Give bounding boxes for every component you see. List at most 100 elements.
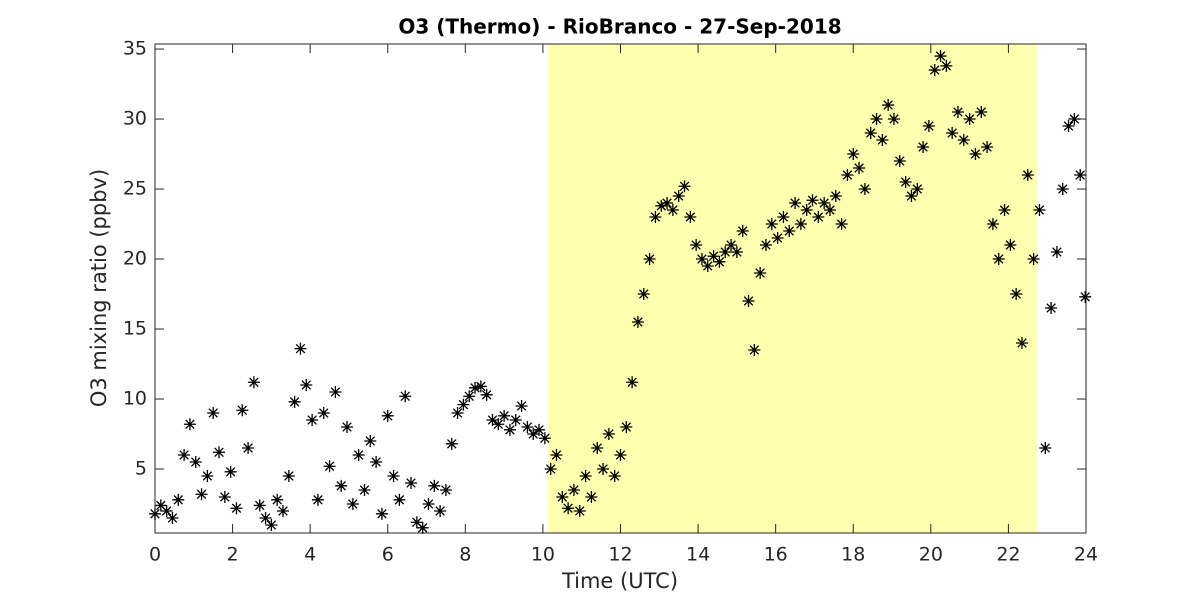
data-point <box>434 505 447 518</box>
x-tick-label: 10 <box>531 544 555 566</box>
data-point <box>224 465 237 478</box>
data-point <box>463 390 476 403</box>
data-point <box>480 388 493 401</box>
x-tick-label: 2 <box>227 544 239 566</box>
data-point <box>544 463 557 476</box>
data-point <box>207 407 220 420</box>
data-point <box>527 428 540 441</box>
data-point <box>1056 183 1069 196</box>
data-point <box>405 477 418 490</box>
data-point <box>666 204 679 217</box>
data-point <box>655 199 668 212</box>
y-tick-label: 20 <box>123 248 147 270</box>
data-point <box>853 162 866 175</box>
data-point <box>701 260 714 273</box>
data-point <box>637 288 650 301</box>
data-point <box>695 253 708 266</box>
data-point <box>707 250 720 263</box>
data-point <box>247 376 260 389</box>
data-point <box>1015 337 1028 350</box>
data-point <box>375 507 388 520</box>
data-point <box>1004 239 1017 252</box>
data-point <box>515 400 528 413</box>
data-point <box>428 479 441 492</box>
x-tick-label: 16 <box>764 544 788 566</box>
data-point <box>422 498 435 511</box>
data-point <box>277 505 290 518</box>
data-point <box>1021 169 1034 182</box>
data-point <box>725 239 738 252</box>
data-point <box>556 491 569 504</box>
data-point <box>864 127 877 140</box>
data-point <box>771 232 784 245</box>
data-point <box>533 423 546 436</box>
data-point <box>1062 120 1075 133</box>
data-point <box>690 239 703 252</box>
data-point <box>841 169 854 182</box>
data-point <box>329 386 342 399</box>
data-point <box>602 428 615 441</box>
data-point <box>399 390 412 403</box>
data-point <box>469 381 482 394</box>
x-tick-label: 0 <box>149 544 161 566</box>
x-tick-label: 4 <box>304 544 316 566</box>
data-point <box>620 421 633 434</box>
data-point <box>1010 288 1023 301</box>
data-point <box>876 134 889 147</box>
data-point <box>608 470 621 483</box>
data-point <box>370 456 383 469</box>
data-point <box>806 194 819 207</box>
data-point <box>928 64 941 77</box>
data-point <box>672 190 685 203</box>
data-point <box>789 197 802 210</box>
data-point <box>911 183 924 196</box>
data-point <box>265 519 278 532</box>
data-point <box>288 395 301 408</box>
y-tick-label: 15 <box>123 318 147 340</box>
data-point <box>1079 290 1092 303</box>
data-point <box>893 155 906 168</box>
data-point <box>393 493 406 506</box>
data-point <box>306 414 319 427</box>
data-point <box>1074 169 1087 182</box>
y-tick-label: 5 <box>135 458 147 480</box>
data-point <box>416 521 429 534</box>
data-point <box>957 134 970 147</box>
data-point <box>282 470 295 483</box>
data-point <box>457 398 470 411</box>
data-point <box>253 499 266 512</box>
data-point <box>951 106 964 119</box>
data-point <box>300 379 313 392</box>
data-point <box>189 456 202 469</box>
data-point <box>201 470 214 483</box>
data-point <box>178 449 191 462</box>
data-point <box>882 99 895 112</box>
data-point <box>509 414 522 427</box>
x-axis-label: Time (UTC) <box>561 569 678 593</box>
data-point <box>719 246 732 259</box>
data-point <box>218 491 231 504</box>
data-point <box>317 407 330 420</box>
y-axis-label: O3 mixing ratio (ppbv) <box>87 169 111 407</box>
data-point <box>172 493 185 506</box>
data-point <box>847 148 860 161</box>
data-point <box>759 239 772 252</box>
x-tick-label: 8 <box>459 544 471 566</box>
data-point <box>899 176 912 189</box>
data-point <box>992 253 1005 266</box>
data-point <box>498 409 511 422</box>
data-point <box>917 141 930 154</box>
y-tick-label: 10 <box>123 388 147 410</box>
data-point <box>684 211 697 224</box>
data-point <box>858 183 871 196</box>
data-point <box>730 246 743 259</box>
x-tick-label: 12 <box>608 544 632 566</box>
data-point <box>597 463 610 476</box>
data-point <box>1039 442 1052 455</box>
data-point <box>1068 113 1081 126</box>
data-point <box>1045 302 1058 315</box>
data-point <box>230 502 243 515</box>
data-point <box>160 505 173 518</box>
data-point <box>573 505 586 518</box>
